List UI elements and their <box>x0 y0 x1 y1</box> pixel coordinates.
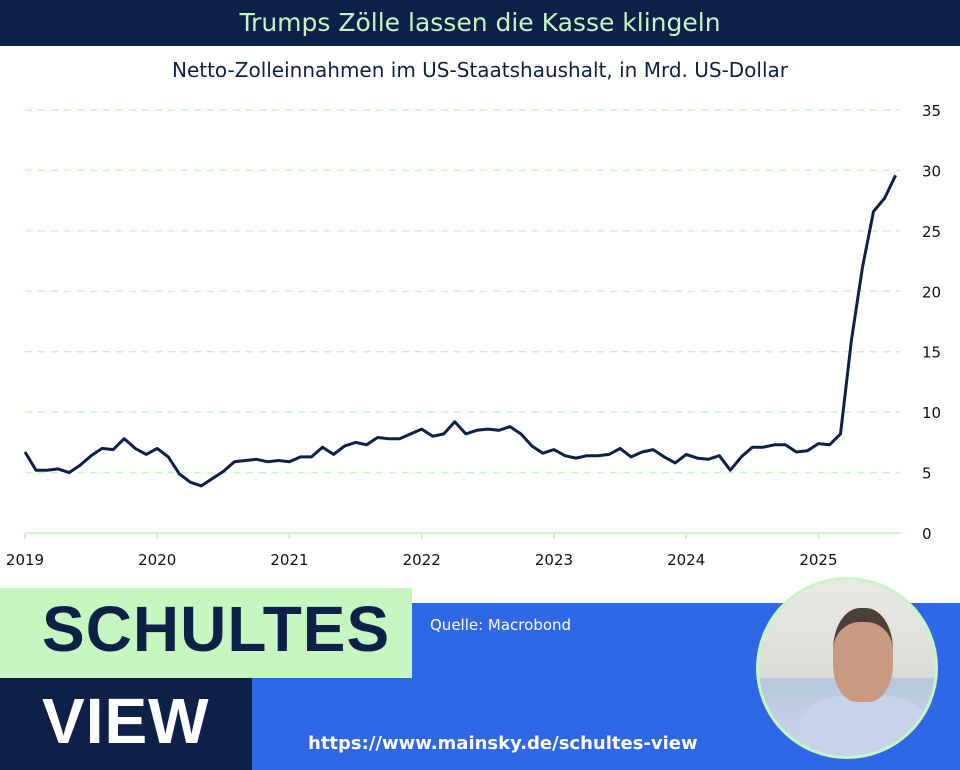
y-tick-label: 5 <box>922 465 932 483</box>
photo-head <box>833 608 893 702</box>
brand-box-top <box>0 588 412 678</box>
brand-view: VIEW <box>42 685 210 757</box>
x-tick-label: 2020 <box>138 551 176 569</box>
x-tick-label: 2023 <box>535 551 573 569</box>
brand-schultes: SCHULTES <box>42 593 391 665</box>
y-tick-label: 20 <box>922 283 941 301</box>
source-note: Quelle: Macrobond <box>430 616 572 634</box>
x-tick-label: 2024 <box>667 551 705 569</box>
series-line <box>23 174 897 488</box>
chart-subtitle: Netto-Zolleinnahmen im US-Staatshaushalt… <box>171 58 789 82</box>
y-tick-label: 0 <box>922 525 932 543</box>
y-tick-label: 30 <box>922 162 941 180</box>
photo-shirt <box>799 695 929 756</box>
website-link[interactable]: https://www.mainsky.de/schultes-view <box>308 733 698 754</box>
x-tick-label: 2025 <box>799 551 837 569</box>
y-tick-label: 25 <box>922 223 941 241</box>
author-photo <box>756 577 938 759</box>
chart-title-bar: Trumps Zölle lassen die Kasse klingeln <box>0 0 960 46</box>
y-tick-label: 10 <box>922 404 941 422</box>
y-tick-label: 35 <box>922 102 941 120</box>
brand-box-bottom <box>0 678 252 770</box>
x-tick-label: 2021 <box>270 551 308 569</box>
y-tick-label: 15 <box>922 344 941 362</box>
x-tick-label: 2019 <box>6 551 44 569</box>
x-tick-label: 2022 <box>403 551 441 569</box>
